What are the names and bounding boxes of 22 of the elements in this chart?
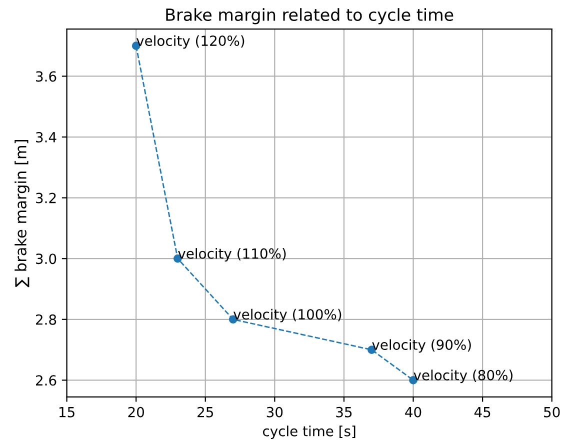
x-tick-label: 50: [544, 406, 560, 418]
x-axis-title: cycle time [s]: [262, 426, 356, 440]
annotation: velocity (110%): [178, 248, 286, 262]
x-tick-label: 30: [266, 406, 283, 418]
annotation: velocity (80%): [414, 370, 512, 384]
y-tick-label: 3.2: [36, 192, 56, 204]
x-tick-label: 15: [59, 407, 74, 418]
x-tick-label: 35: [336, 406, 352, 418]
y-tick-label: 3.4: [36, 132, 56, 142]
y-axis-title: ∑ brake margin [m]: [14, 140, 30, 288]
x-tick-label: 40: [405, 406, 422, 418]
y-tick-label: 2.8: [36, 314, 56, 325]
y-tick-label: 3.0: [36, 254, 56, 264]
y-tick-label: 2.6: [36, 375, 56, 386]
y-tick-label: 3.6: [36, 71, 56, 82]
annotation: velocity (90%): [372, 339, 471, 353]
chart-title: Brake margin related to cycle time: [166, 8, 454, 24]
x-tick-label: 25: [198, 406, 213, 418]
annotation: velocity (100%): [234, 308, 342, 322]
x-tick-label: 20: [128, 406, 144, 418]
x-tick-label: 45: [474, 407, 490, 418]
annotation: velocity (120%): [136, 35, 244, 49]
